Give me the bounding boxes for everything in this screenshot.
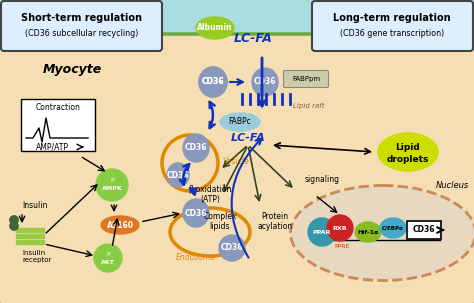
Text: CD36: CD36 <box>202 78 224 86</box>
Text: AMPK: AMPK <box>101 187 122 191</box>
FancyBboxPatch shape <box>21 99 95 151</box>
Circle shape <box>10 222 18 230</box>
Circle shape <box>96 169 128 201</box>
Ellipse shape <box>252 68 278 96</box>
Text: Short-term regulation: Short-term regulation <box>21 13 143 23</box>
Text: AMP/ATP: AMP/ATP <box>36 142 69 152</box>
Text: signaling: signaling <box>305 175 340 185</box>
FancyBboxPatch shape <box>0 34 474 303</box>
Text: AS160: AS160 <box>107 221 134 229</box>
FancyBboxPatch shape <box>283 71 328 88</box>
Text: LC-FA: LC-FA <box>231 133 265 143</box>
Text: PPRE: PPRE <box>334 244 350 249</box>
Text: P: P <box>106 251 110 257</box>
FancyBboxPatch shape <box>1 1 162 51</box>
Ellipse shape <box>183 199 209 227</box>
Text: C/EBPα: C/EBPα <box>382 225 404 231</box>
Text: CD36: CD36 <box>185 144 207 152</box>
Ellipse shape <box>378 133 438 171</box>
Circle shape <box>10 222 18 230</box>
Text: Complex
lipids: Complex lipids <box>203 212 237 231</box>
Text: droplets: droplets <box>387 155 429 165</box>
Text: CD36: CD36 <box>167 171 189 179</box>
Text: FABPc: FABPc <box>228 118 251 126</box>
Text: Lipid: Lipid <box>396 144 420 152</box>
Circle shape <box>10 216 18 224</box>
Ellipse shape <box>219 235 245 261</box>
Ellipse shape <box>355 222 381 242</box>
FancyBboxPatch shape <box>312 1 473 51</box>
Circle shape <box>327 215 353 241</box>
Text: (CD36 subcellular recycling): (CD36 subcellular recycling) <box>25 29 139 38</box>
Bar <box>16 240 44 244</box>
Text: P: P <box>110 178 114 184</box>
Circle shape <box>94 244 122 272</box>
Text: CD36: CD36 <box>185 208 207 218</box>
Ellipse shape <box>183 134 209 162</box>
Text: Myocyte: Myocyte <box>42 64 101 76</box>
Text: Endosome: Endosome <box>176 254 216 262</box>
Text: Albumin: Albumin <box>197 24 233 32</box>
Text: PPAR: PPAR <box>313 229 331 235</box>
Text: (CD36 gene transcription): (CD36 gene transcription) <box>340 29 444 38</box>
Text: FABPpm: FABPpm <box>292 76 320 82</box>
Circle shape <box>308 218 336 246</box>
Text: RXR: RXR <box>333 225 347 231</box>
Bar <box>16 234 44 238</box>
Text: Long-term regulation: Long-term regulation <box>333 13 451 23</box>
Text: CD36: CD36 <box>221 244 243 252</box>
Text: CD36: CD36 <box>254 78 276 86</box>
Text: Insulin: Insulin <box>22 201 47 209</box>
Bar <box>16 228 44 232</box>
Text: LC-FA: LC-FA <box>234 32 273 45</box>
Ellipse shape <box>220 113 260 131</box>
Circle shape <box>10 216 18 224</box>
Text: Protein
acylation: Protein acylation <box>257 212 292 231</box>
Ellipse shape <box>380 218 406 238</box>
Text: β-oxidation
(ATP): β-oxidation (ATP) <box>188 185 232 205</box>
Ellipse shape <box>167 163 189 187</box>
Text: AKT: AKT <box>101 259 115 265</box>
Text: Vesicle: Vesicle <box>222 158 249 167</box>
Text: CD36: CD36 <box>202 78 224 86</box>
Ellipse shape <box>199 67 227 97</box>
Text: Nucleus: Nucleus <box>436 181 469 189</box>
Text: Contraction: Contraction <box>36 104 81 112</box>
Ellipse shape <box>199 67 227 97</box>
Ellipse shape <box>101 216 139 234</box>
Ellipse shape <box>196 17 234 39</box>
Text: Insulin
receptor: Insulin receptor <box>22 250 51 263</box>
FancyBboxPatch shape <box>407 221 441 239</box>
Text: Lipid raft: Lipid raft <box>293 103 325 109</box>
Text: CD36: CD36 <box>413 225 435 235</box>
Text: Hif-1α: Hif-1α <box>357 229 379 235</box>
Ellipse shape <box>291 185 474 281</box>
